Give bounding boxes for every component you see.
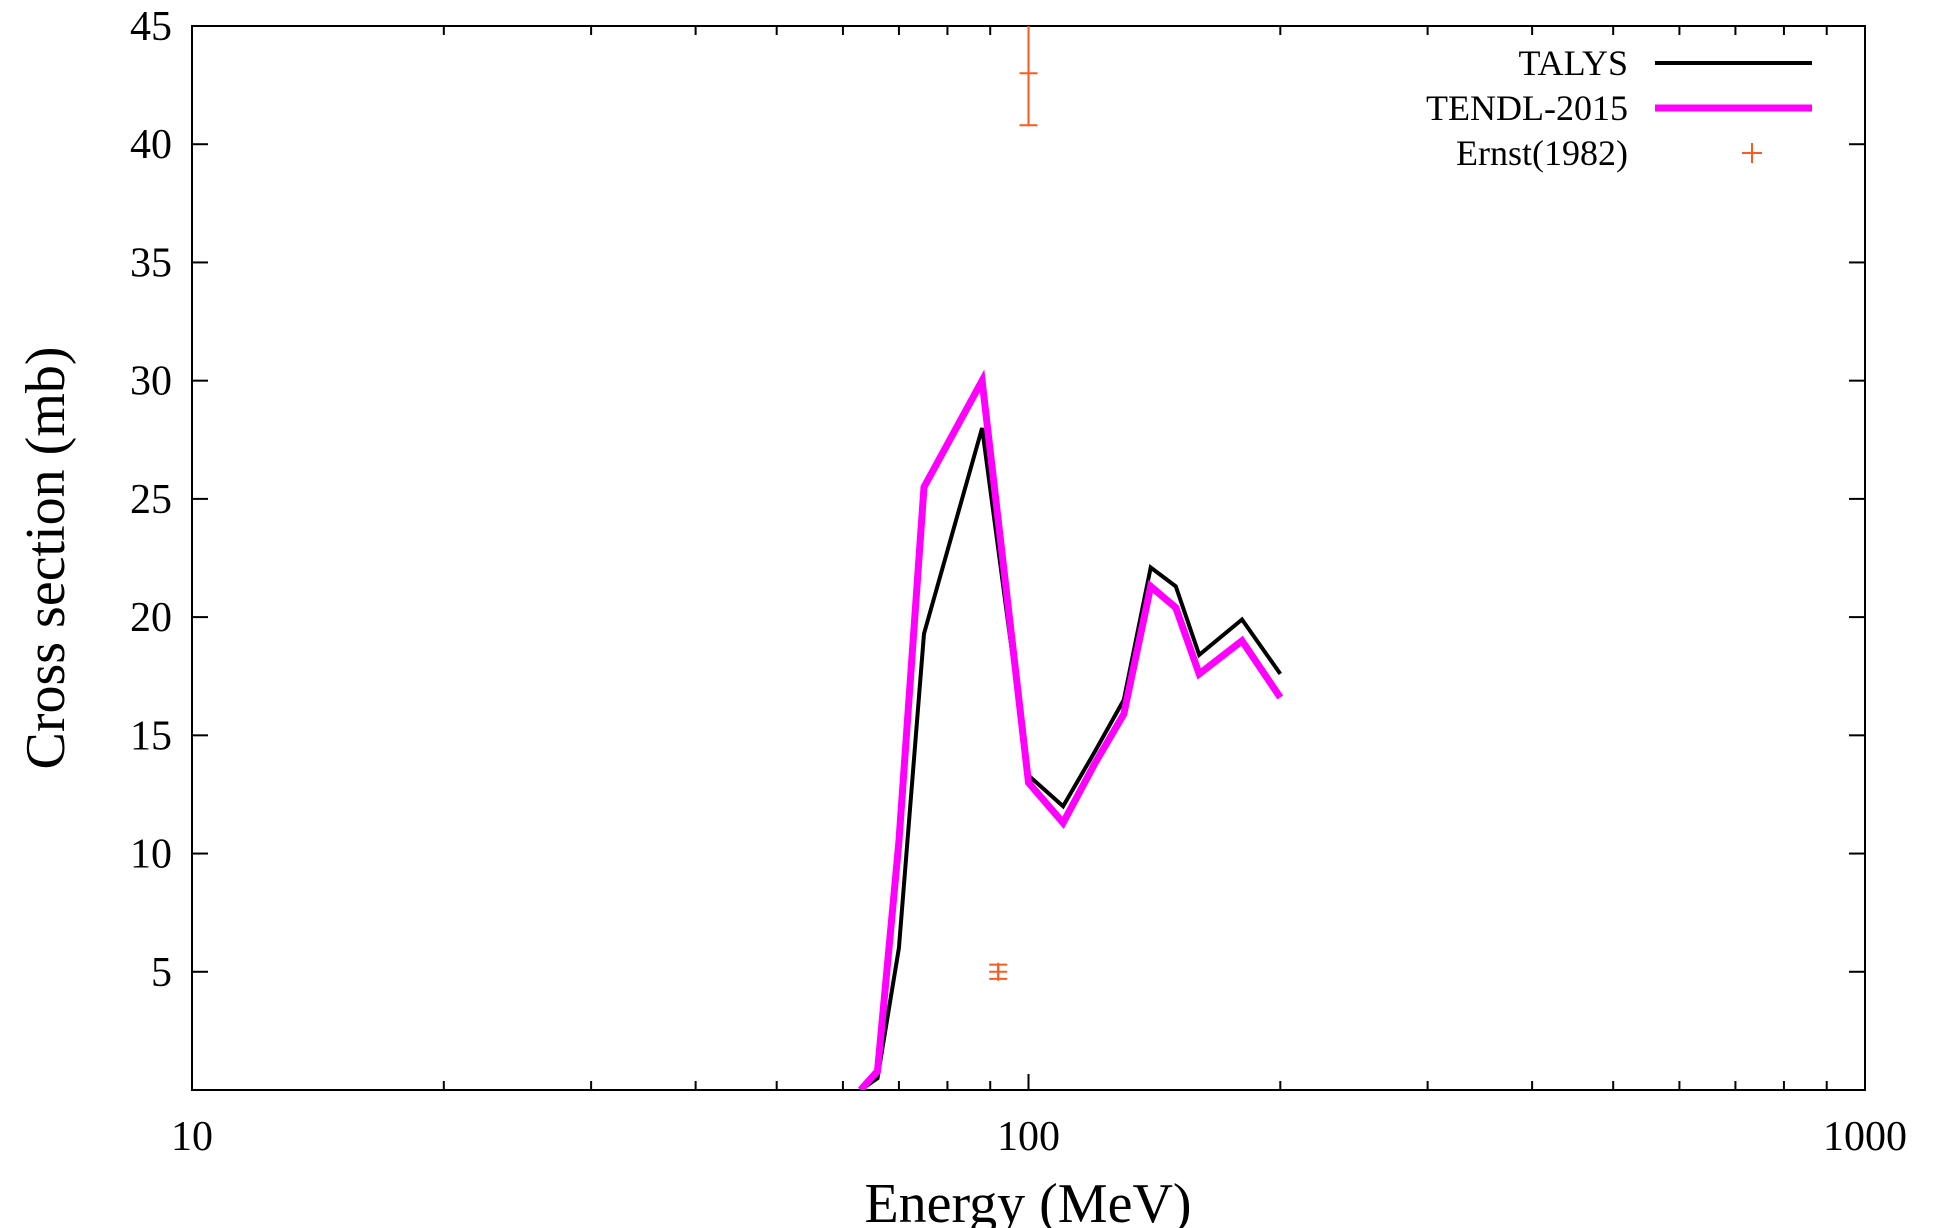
tick-labels: 5 10 15 20 25 30 35 40 45 10 100 1000 <box>130 4 1907 1160</box>
legend: TALYS TENDL-2015 Ernst(1982) <box>1426 43 1812 173</box>
legend-label-talys: TALYS <box>1518 43 1628 83</box>
legend-label-tendl-2015: TENDL-2015 <box>1426 88 1628 128</box>
y-tick-label: 20 <box>130 595 172 641</box>
y-tick-label: 30 <box>130 359 172 405</box>
data-point-ernst-1982 <box>1019 26 1038 127</box>
series-layer <box>857 26 1284 1090</box>
legend-label-ernst-1982: Ernst(1982) <box>1456 133 1628 173</box>
x-tick-label: 1000 <box>1823 1114 1907 1160</box>
x-tick-label: 10 <box>171 1114 213 1160</box>
axis-ticks <box>191 25 1866 1090</box>
data-point-ernst-1982 <box>989 962 1008 981</box>
y-axis-label: Cross section (mb) <box>15 346 77 769</box>
y-tick-label: 35 <box>130 240 172 286</box>
y-tick-label: 45 <box>130 4 172 50</box>
series-line-tendl-2015 <box>857 369 1284 1090</box>
plot-frame <box>191 25 1866 1091</box>
series-line-talys <box>859 427 1282 1090</box>
x-axis-label: Energy (MeV) <box>864 1173 1191 1228</box>
x-tick-label: 100 <box>997 1114 1060 1160</box>
y-tick-label: 25 <box>130 477 172 523</box>
y-tick-label: 15 <box>130 713 172 759</box>
y-tick-label: 40 <box>130 122 172 168</box>
y-tick-label: 10 <box>130 832 172 878</box>
y-tick-label: 5 <box>151 950 172 996</box>
